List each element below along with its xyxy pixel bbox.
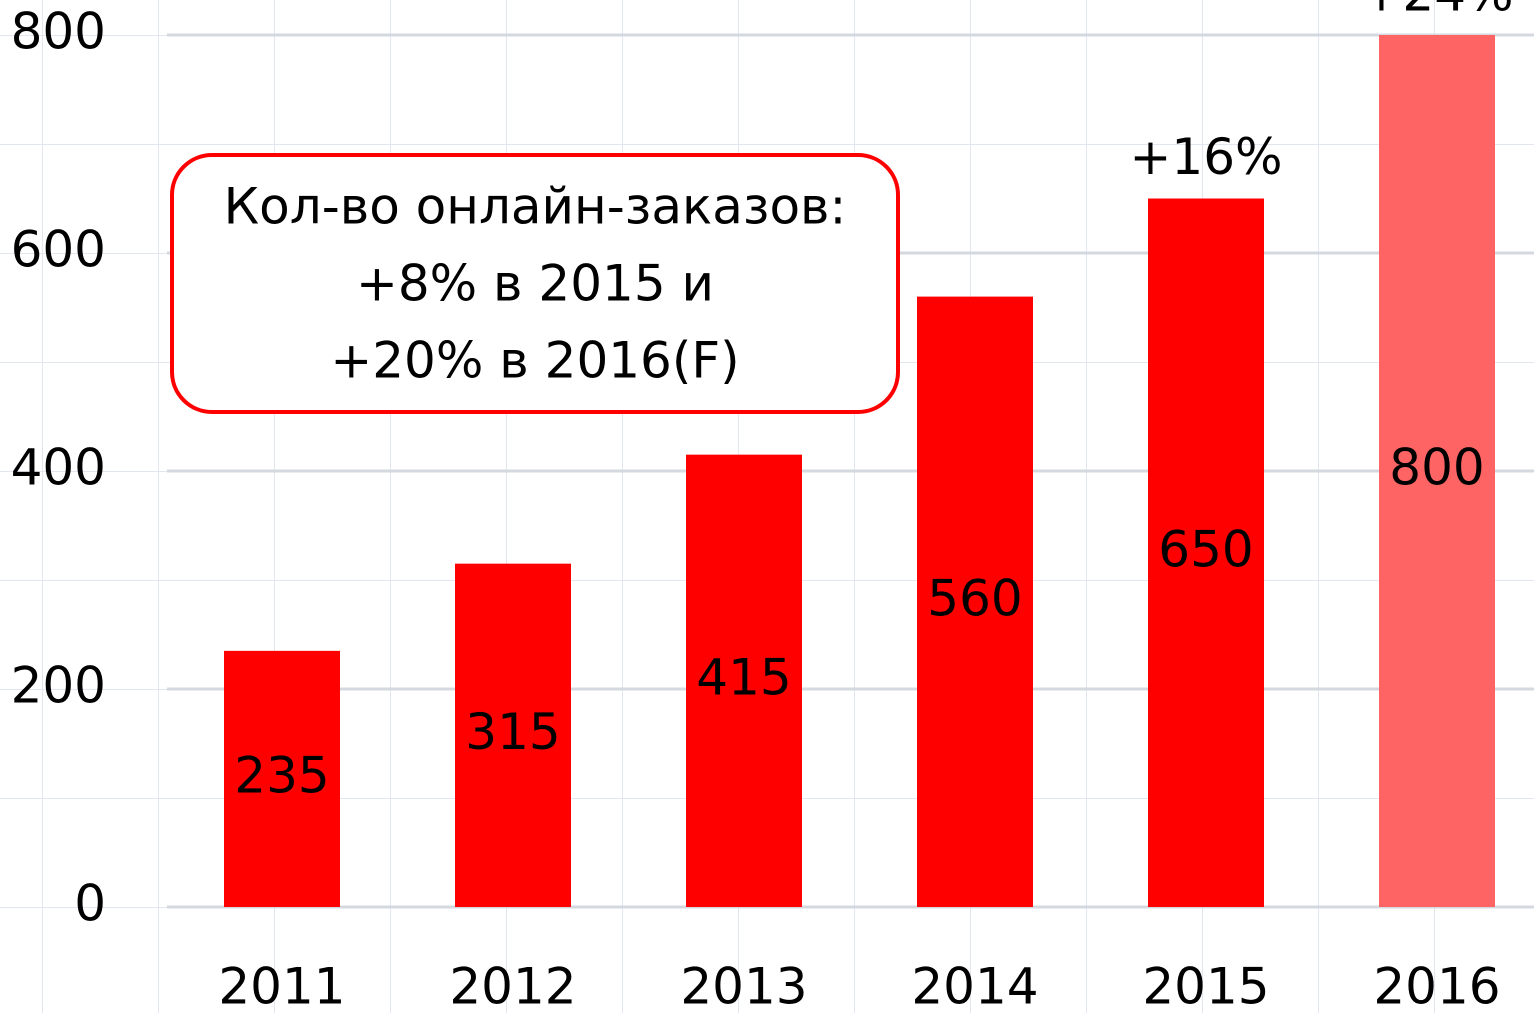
x-tick-label: 2011 bbox=[218, 958, 345, 1013]
value-label: 415 bbox=[696, 648, 791, 706]
bar-annotation: +24% bbox=[1360, 0, 1513, 23]
text-box-line: Кол-во онлайн-заказов: bbox=[224, 178, 847, 236]
y-tick-label: 800 bbox=[11, 3, 106, 61]
text-box bbox=[170, 153, 900, 414]
text-box-line: +20% в 2016(F) bbox=[330, 332, 739, 390]
y-tick-label: 0 bbox=[74, 875, 106, 933]
x-tick-label: 2013 bbox=[680, 958, 807, 1013]
bar bbox=[686, 454, 802, 907]
bar bbox=[455, 563, 571, 907]
x-tick-label: 2012 bbox=[449, 958, 576, 1013]
bar bbox=[917, 296, 1033, 908]
bar bbox=[1379, 35, 1495, 907]
value-label: 800 bbox=[1389, 439, 1484, 497]
y-tick-label: 200 bbox=[11, 657, 106, 715]
bar bbox=[224, 650, 340, 907]
bar-annotation: +16% bbox=[1129, 128, 1282, 186]
value-label: 235 bbox=[234, 746, 329, 804]
x-tick-label: 2015 bbox=[1142, 958, 1269, 1013]
value-label: 315 bbox=[465, 703, 560, 761]
value-label: 650 bbox=[1158, 520, 1253, 578]
text-box-line: +8% в 2015 и bbox=[356, 255, 714, 313]
y-tick-label: 400 bbox=[11, 439, 106, 497]
y-tick-label: 600 bbox=[11, 221, 106, 279]
bar bbox=[1148, 198, 1264, 907]
x-tick-label: 2014 bbox=[911, 958, 1038, 1013]
value-label: 560 bbox=[927, 569, 1022, 627]
x-tick-label: 2016 bbox=[1373, 958, 1500, 1013]
